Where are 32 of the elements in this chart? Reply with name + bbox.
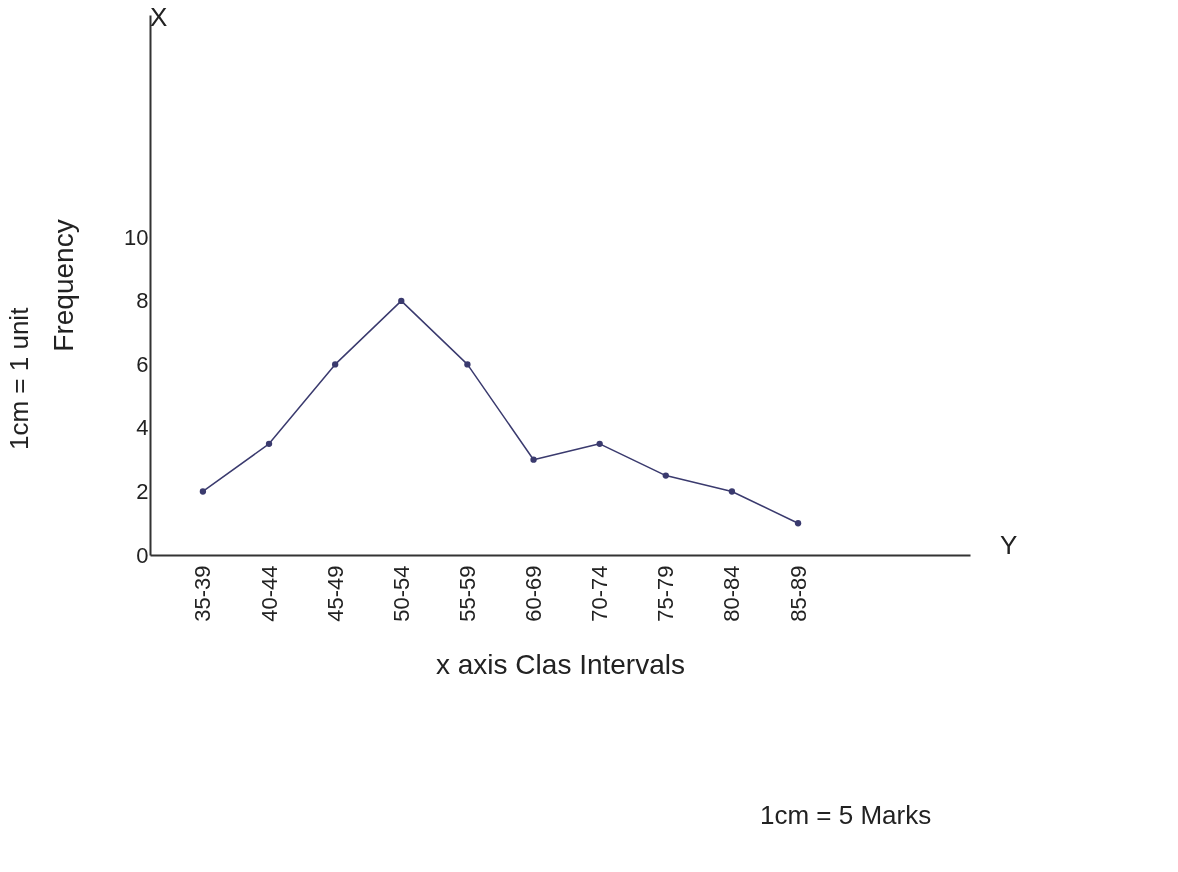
point (662, 472, 669, 479)
y-tick-label: 6 (136, 351, 149, 377)
x-tick-label: 75-79 (653, 565, 679, 622)
text: Y (1000, 530, 1018, 561)
y-tick-label: 10 (124, 224, 149, 250)
point (728, 488, 736, 495)
point (199, 488, 207, 495)
x-tick-label: 70-74 (587, 565, 613, 622)
text: 1cm = 1 unit (4, 307, 35, 450)
x-tick-label: 50-54 (388, 565, 414, 622)
text: 1cm = 5 Marks (760, 800, 932, 831)
y-axis-title: Frequency (48, 219, 80, 352)
x-tick-label: 60-69 (521, 565, 547, 622)
x-axis-title: x axis Clas Intervals (436, 648, 685, 680)
point (464, 361, 471, 368)
point (398, 297, 405, 305)
x-tick-label: 45-49 (322, 565, 348, 622)
point (530, 456, 537, 463)
y-tick-label: 2 (136, 478, 149, 504)
x-tick-label: 55-59 (454, 565, 480, 622)
point (332, 361, 339, 368)
point (794, 520, 802, 527)
x-tick-label: 35-39 (190, 565, 216, 622)
x-tick-label: 40-44 (256, 565, 282, 622)
x-tick-label: 80-84 (719, 565, 745, 622)
x-tick-label: 85-89 (785, 565, 811, 622)
text: X (150, 2, 168, 33)
point (596, 440, 603, 447)
point (265, 440, 273, 447)
y-tick-label: 0 (136, 542, 149, 568)
y-tick-label: 8 (136, 288, 149, 314)
y-tick-label: 4 (136, 415, 149, 441)
